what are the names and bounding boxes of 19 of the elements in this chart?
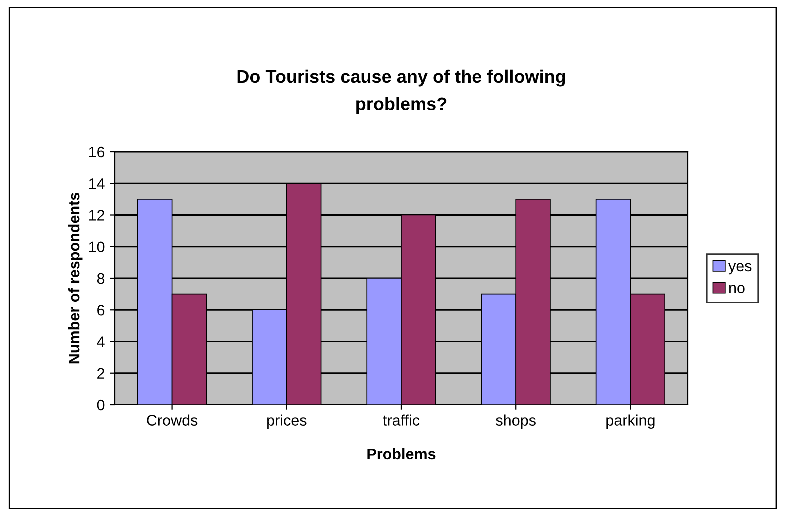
y-axis-title: Number of respondents: [68, 192, 83, 364]
y-tick-label: 12: [89, 210, 105, 221]
x-tick-label: prices: [268, 414, 307, 429]
x-axis-title: Problems: [368, 448, 436, 460]
y-tick-label: 4: [97, 336, 105, 348]
y-tick-label: 16: [89, 146, 105, 158]
y-tick-label: 8: [97, 273, 105, 284]
legend-label: no: [730, 285, 745, 294]
x-tick-label: parking: [606, 414, 655, 429]
y-tick-label: 0: [97, 400, 105, 411]
legend-label: yes: [728, 263, 752, 275]
y-tick-label: 14: [89, 178, 105, 190]
y-tick-label: 10: [89, 242, 105, 253]
y-tick-label: 6: [98, 304, 105, 316]
y-tick-label: 2: [98, 368, 105, 379]
x-tick-label: Crowds: [147, 414, 198, 426]
x-tick-label: shops: [496, 414, 536, 429]
chart-title: Do Tourists cause any of the following problems?: [238, 70, 566, 114]
x-tick-label: traffic: [383, 414, 420, 426]
